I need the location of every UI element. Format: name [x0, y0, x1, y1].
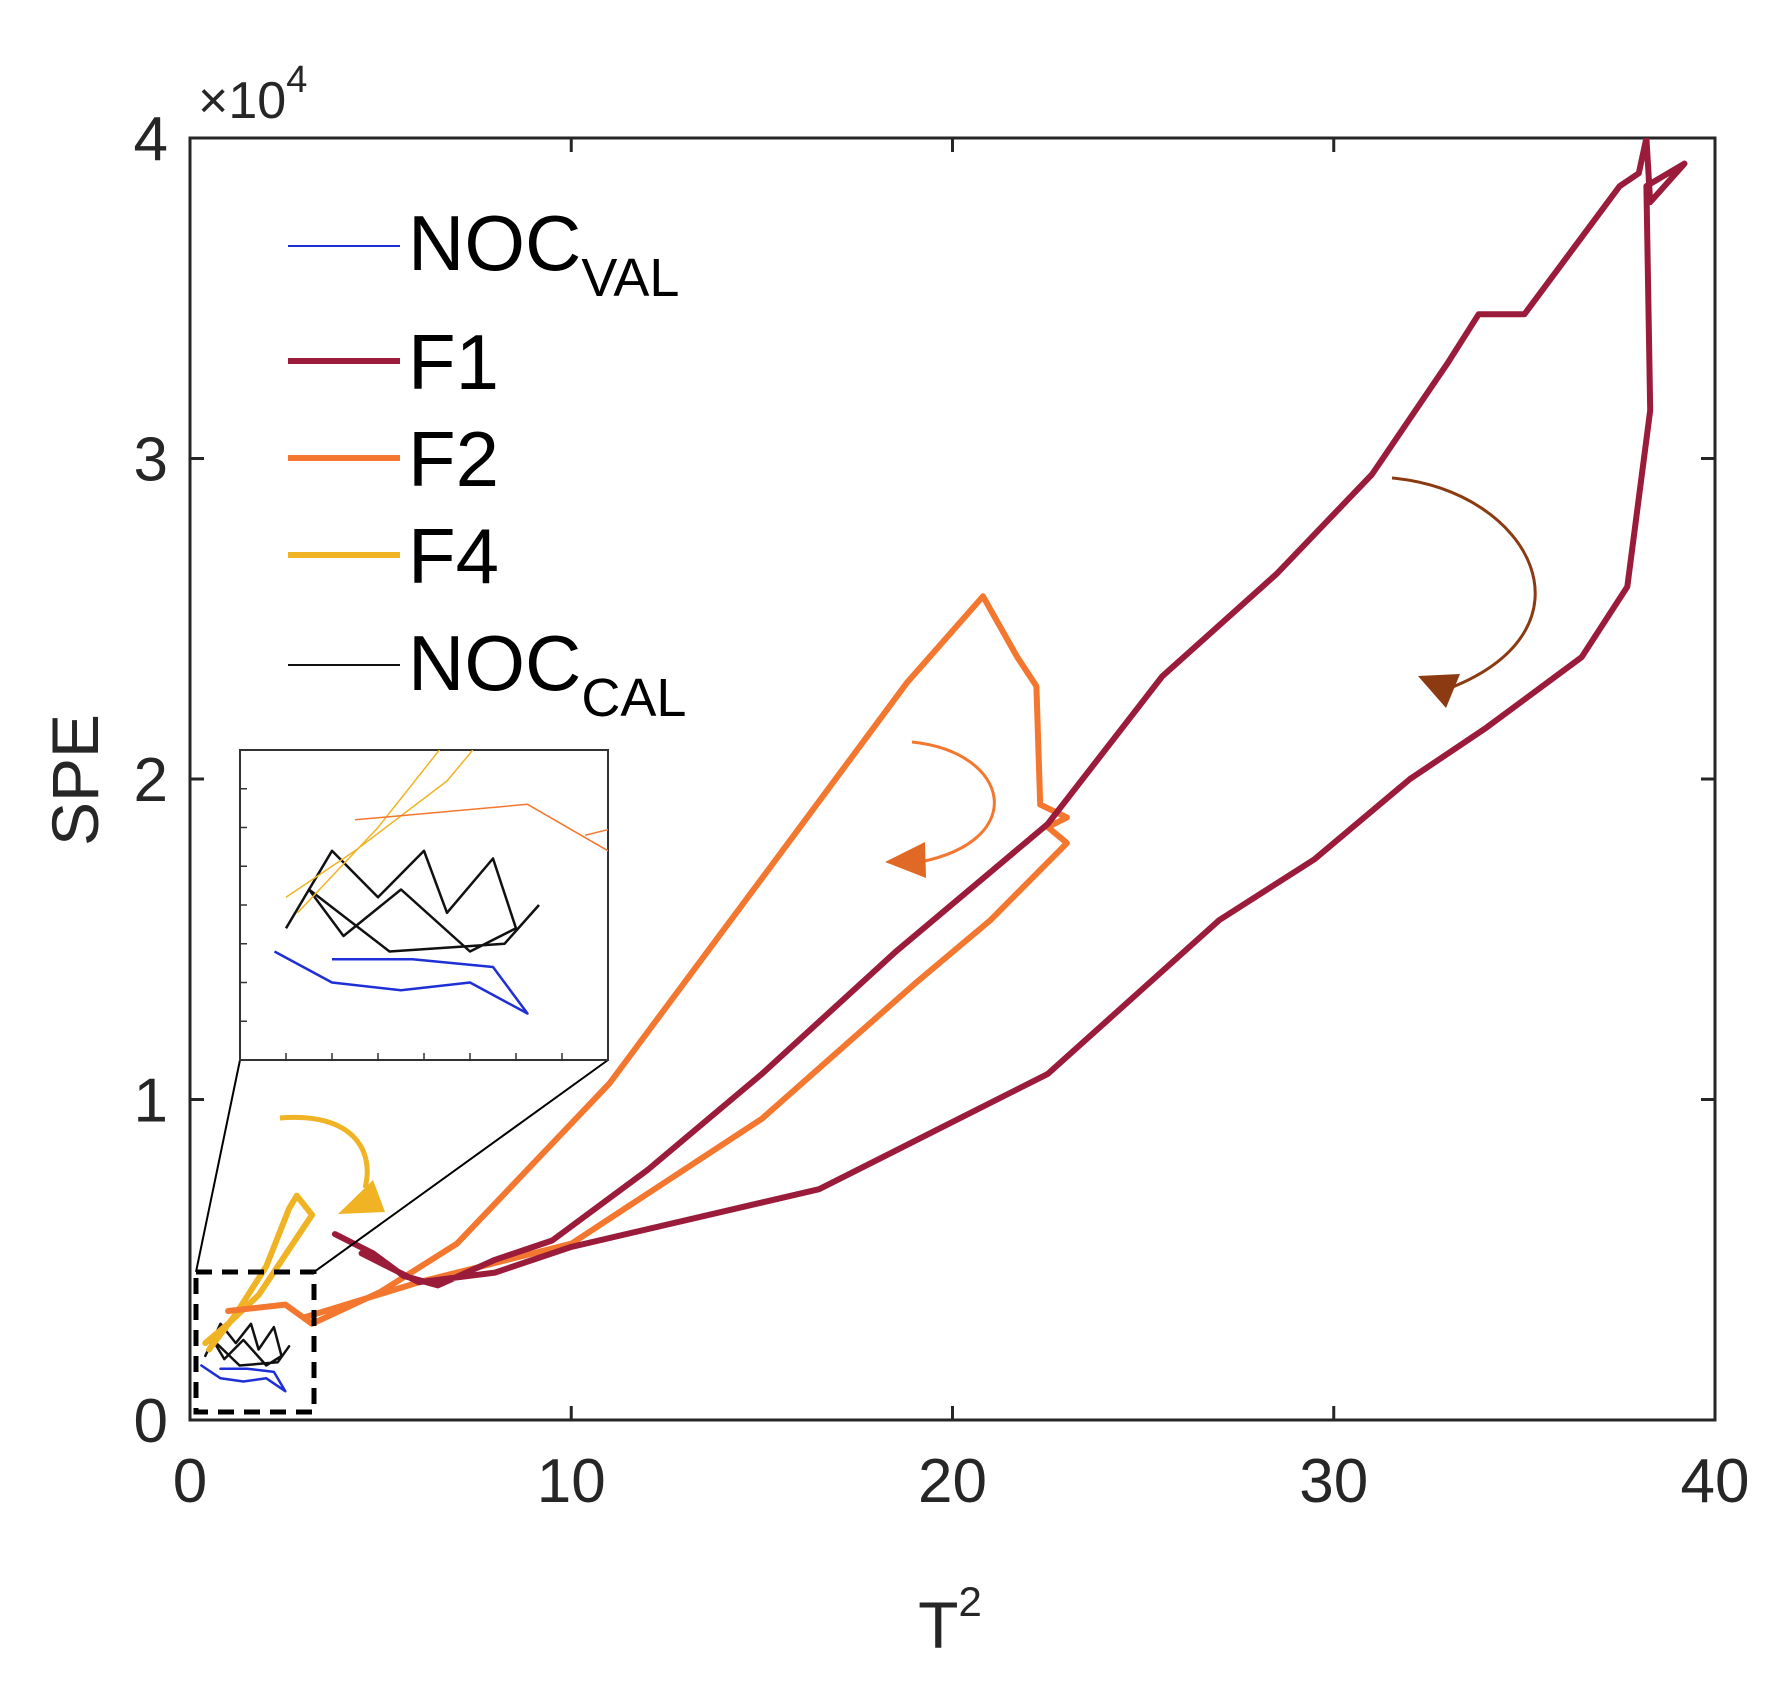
- f4-arrowhead: [338, 1180, 385, 1214]
- series-f1-line: [331, 138, 1688, 1289]
- axis-tick-labels: 0 10 20 30 40 0 1 2 3 4: [134, 105, 1750, 1516]
- x-tick-label: 0: [173, 1447, 207, 1516]
- f1-arrowhead: [1418, 674, 1460, 708]
- svg-text:NOCCAL: NOCCAL: [408, 619, 686, 728]
- zoom-region: [193, 1269, 317, 1415]
- inset-connector-left: [195, 1059, 241, 1273]
- legend-item-noc-cal: NOCCAL: [288, 619, 686, 728]
- series-noc-cal-line: [204, 1322, 291, 1367]
- svg-text:F2: F2: [408, 415, 499, 503]
- f4-direction-arrow: [279, 1114, 370, 1189]
- svg-text:F1: F1: [408, 318, 499, 406]
- inset-ticks: [240, 788, 563, 1060]
- series-f4-line: [202, 1192, 315, 1353]
- x-tick-label: 20: [918, 1447, 987, 1516]
- inset-series-layer: [273, 750, 608, 1015]
- y-axis-label: SPE: [38, 714, 112, 846]
- legend-item-f4: F4: [288, 512, 499, 600]
- y-tick-label: 4: [134, 105, 168, 174]
- x-tick-label: 10: [537, 1447, 606, 1516]
- series-noc-val-line: [200, 1364, 287, 1393]
- inset-noc-cal-line: [284, 849, 540, 953]
- x-axis-label: T2: [918, 1578, 982, 1662]
- f2-arrowhead: [885, 842, 926, 878]
- y-tick-label: 3: [134, 426, 168, 495]
- legend: NOCVAL F1 F2 F4 NOCCAL: [288, 199, 686, 728]
- series-layer: [200, 138, 1688, 1393]
- y-tick-label: 1: [134, 1067, 168, 1136]
- legend-item-noc-val: NOCVAL: [288, 199, 679, 308]
- inset-noc-val-line: [273, 950, 529, 1015]
- y-tick-label: 2: [134, 746, 168, 815]
- inset-connector-right: [313, 1059, 609, 1273]
- y-tick-label: 0: [134, 1387, 168, 1456]
- svg-text:F4: F4: [408, 512, 499, 600]
- y-multiplier-label: ×104: [198, 59, 307, 130]
- f2-direction-arrow: [911, 740, 996, 864]
- x-tick-label: 40: [1681, 1447, 1750, 1516]
- legend-item-f2: F2: [288, 415, 499, 503]
- x-tick-label: 30: [1299, 1447, 1368, 1516]
- axis-ticks: [188, 136, 1717, 1422]
- inset-f4-line: [285, 750, 474, 914]
- svg-text:NOCVAL: NOCVAL: [408, 199, 679, 308]
- f1-direction-arrow: [1391, 476, 1537, 692]
- legend-item-f1: F1: [288, 318, 499, 406]
- inset-panel: [239, 749, 609, 1061]
